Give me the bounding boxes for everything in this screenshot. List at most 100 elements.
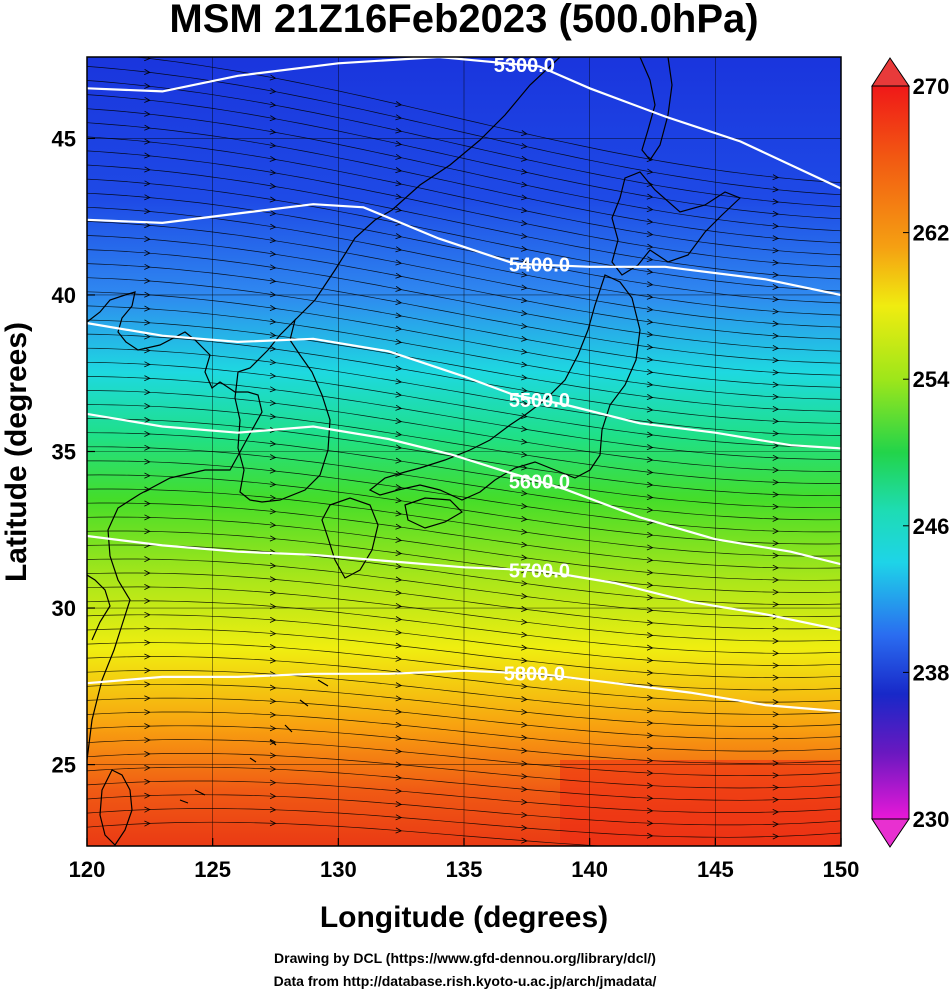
streamline-arrow (772, 454, 780, 461)
streamline-arrow (520, 233, 528, 239)
streamline-arrow (144, 556, 151, 563)
streamline-arrow (395, 602, 403, 609)
streamline-arrow (269, 806, 277, 813)
streamline-arrow (521, 503, 528, 510)
streamline-arrow (395, 457, 403, 464)
streamline-arrow (646, 293, 654, 300)
streamline-arrow (772, 174, 780, 181)
streamline-arrow (395, 536, 403, 543)
streamline-arrow (144, 333, 151, 340)
y-tick-label: 25 (52, 753, 76, 778)
streamline-arrow (521, 477, 528, 484)
streamline-arrow (772, 638, 780, 644)
streamline-arrow (772, 503, 780, 510)
streamline-arrow (772, 625, 780, 632)
streamline-arrow (520, 130, 528, 137)
streamline (87, 333, 841, 424)
contour-label: 5600.0 (509, 472, 570, 494)
streamline-arrow (521, 644, 528, 651)
streamline (87, 291, 841, 388)
streamline-arrow (269, 616, 277, 623)
streamline (87, 164, 841, 280)
streamline-arrow (520, 155, 528, 162)
height-contour (87, 57, 841, 190)
streamline (87, 794, 841, 826)
streamline-arrow (269, 155, 277, 162)
streamline-arrow (772, 796, 780, 803)
contour-label: 5800.0 (504, 664, 565, 686)
streamline-arrow (144, 806, 151, 813)
streamline-arrow (772, 576, 780, 583)
streamline (87, 235, 841, 340)
streamline-arrow (395, 787, 403, 794)
streamline (87, 347, 841, 436)
streamline-arrow (646, 193, 654, 200)
x-tick-label: 125 (194, 857, 231, 882)
streamline-arrow (646, 243, 654, 250)
streamline-arrow (395, 827, 403, 834)
streamline (87, 516, 841, 581)
streamline-arrow (646, 381, 654, 388)
streamline-arrow (395, 576, 403, 583)
streamline-arrow (772, 760, 780, 767)
streamline (87, 600, 841, 654)
streamline (87, 725, 841, 764)
streamline-arrow (395, 510, 403, 517)
streamline (87, 277, 841, 376)
streamline-arrow (521, 824, 528, 831)
streamline-arrow (521, 400, 528, 407)
streamline-arrow (395, 206, 403, 213)
streamline-arrow (269, 128, 277, 135)
streamline-arrow (646, 632, 654, 639)
streamline-arrow (144, 653, 151, 660)
streamline-arrow (772, 442, 780, 449)
streamline-arrow (269, 820, 277, 827)
streamline-arrow (772, 296, 780, 303)
streamline-arrow (395, 378, 403, 385)
streamline-arrow (269, 183, 277, 189)
streamline-arrow (646, 368, 654, 375)
streamline-arrow (144, 737, 151, 744)
streamline-arrow (269, 738, 277, 745)
credit-dcl: Drawing by DCL (https://www.gfd-dennou.o… (274, 950, 656, 966)
streamline-arrow (144, 124, 151, 131)
streamline-arrow (395, 629, 403, 636)
streamline (87, 530, 841, 593)
streamline-arrow (395, 484, 403, 490)
streamline-arrow (646, 795, 654, 802)
streamline-arrow (395, 655, 403, 662)
x-tick-label: 145 (697, 857, 734, 882)
streamline-arrow (521, 773, 528, 780)
streamline-arrow (772, 589, 780, 596)
streamline-arrow (646, 644, 654, 651)
streamline-arrow (395, 404, 403, 411)
streamline-arrow (646, 318, 654, 325)
streamline-arrow (646, 469, 654, 476)
colorbar-bottom-triangle (871, 818, 910, 848)
streamline (87, 178, 841, 292)
streamline-arrow (521, 490, 528, 497)
streamline (87, 432, 841, 509)
streamline-arrow (395, 470, 403, 477)
colorbar-ticks: 270 262 254 246 238 230 (903, 74, 950, 832)
streamline-arrow (772, 284, 780, 290)
streamline-arrow (269, 657, 277, 664)
streamline-arrow (646, 481, 654, 488)
streamline (87, 544, 841, 605)
streamline-arrow (520, 323, 528, 329)
streamline-arrow (646, 657, 654, 664)
streamline-arrow (521, 606, 528, 612)
streamline-arrow (772, 528, 780, 535)
sakhalin-coast (639, 57, 673, 162)
streamline-arrow (521, 528, 528, 535)
x-axis: 120 125 130 135 140 145 150 (69, 838, 859, 882)
streamline-arrow (646, 531, 654, 538)
streamline-arrow (521, 683, 528, 690)
streamline-arrow (395, 814, 403, 821)
streamline (87, 808, 841, 838)
streamline-arrow (395, 774, 403, 781)
streamline-arrow (646, 268, 654, 275)
streamline-arrow (646, 494, 654, 501)
streamline-arrow (520, 143, 528, 149)
height-contour (87, 322, 841, 450)
